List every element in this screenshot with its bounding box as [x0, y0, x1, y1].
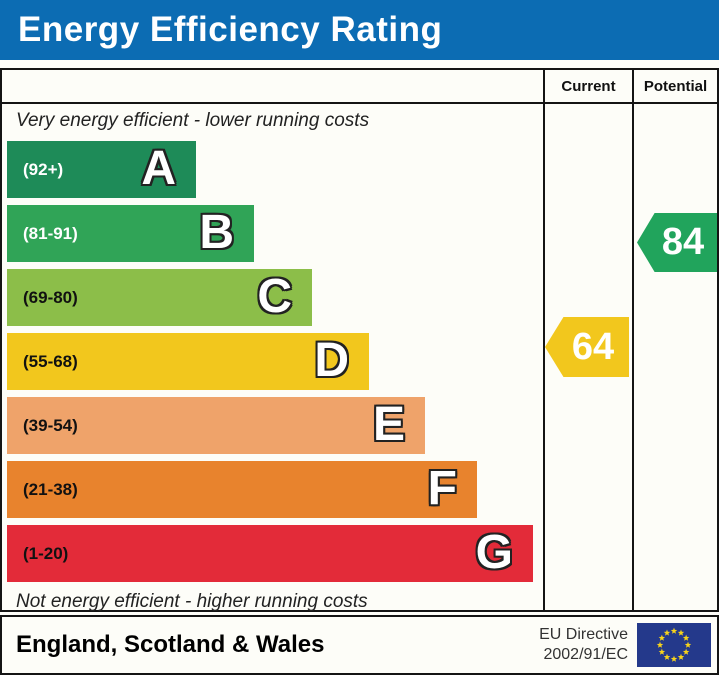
bottom-caption: Not energy efficient - higher running co…: [16, 591, 368, 612]
band-bar-g: (1-20) G: [7, 525, 533, 582]
potential-marker: 84: [637, 213, 717, 272]
eu-directive-line1: EU Directive: [539, 626, 628, 643]
potential-column-divider: [632, 70, 634, 610]
band-range-b: (81-91): [23, 223, 78, 243]
band-range-f: (21-38): [23, 479, 78, 499]
band-letter-g: G: [475, 525, 513, 579]
band-row-b: (81-91) B: [7, 205, 717, 262]
band-row-a: (92+) A: [7, 141, 717, 198]
band-letter-a: A: [141, 141, 176, 195]
band-row-d: (55-68) D: [7, 333, 717, 390]
eu-directive-label: EU Directive 2002/91/EC: [539, 625, 628, 665]
top-caption: Very energy efficient - lower running co…: [16, 110, 370, 131]
spacer: [0, 60, 719, 68]
band-row-f: (21-38) F: [7, 461, 717, 518]
band-range-g: (1-20): [23, 543, 69, 563]
rating-table: Current Potential Very energy efficient …: [0, 68, 719, 612]
band-bar-c: (69-80) C: [7, 269, 312, 326]
eu-flag-icon: [637, 623, 711, 667]
current-rating-value: 64: [571, 325, 615, 368]
band-bar-e: (39-54) E: [7, 397, 425, 454]
potential-rating-value: 84: [661, 221, 705, 263]
region-label: England, Scotland & Wales: [16, 631, 325, 658]
footer-bar: England, Scotland & Wales EU Directive 2…: [0, 615, 719, 675]
band-bar-f: (21-38) F: [7, 461, 477, 518]
eu-directive-line2: 2002/91/EC: [543, 646, 628, 663]
current-marker: 64: [545, 317, 629, 377]
title-bar: Energy Efficiency Rating: [0, 0, 719, 60]
band-range-a: (92+): [23, 159, 64, 179]
band-range-d: (55-68): [23, 351, 78, 371]
band-letter-f: F: [427, 461, 457, 515]
band-bar-d: (55-68) D: [7, 333, 369, 390]
band-range-c: (69-80): [23, 287, 78, 307]
band-row-c: (69-80) C: [7, 269, 717, 326]
potential-column-header: Potential: [643, 77, 708, 95]
band-row-e: (39-54) E: [7, 397, 717, 454]
current-column-header: Current: [561, 77, 616, 95]
band-letter-e: E: [372, 397, 405, 451]
band-bar-b: (81-91) B: [7, 205, 254, 262]
band-range-e: (39-54): [23, 415, 78, 435]
band-letter-d: D: [314, 333, 349, 387]
table-header-row: Current Potential: [2, 70, 717, 104]
band-row-g: (1-20) G: [7, 525, 717, 582]
band-bar-a: (92+) A: [7, 141, 196, 198]
band-letter-c: C: [257, 269, 292, 323]
current-column-divider: [543, 70, 545, 610]
band-letter-b: B: [199, 205, 234, 259]
page-title: Energy Efficiency Rating: [18, 10, 443, 49]
